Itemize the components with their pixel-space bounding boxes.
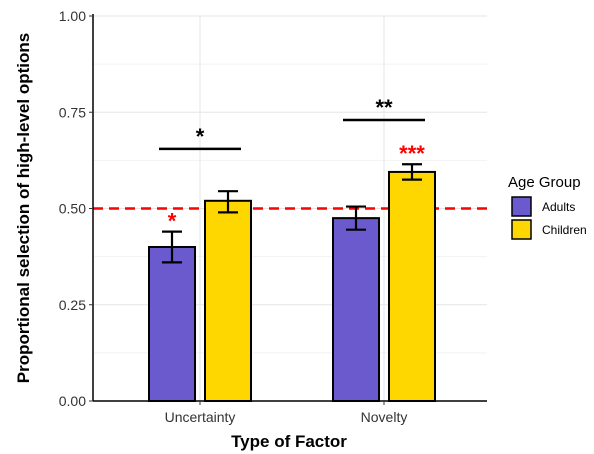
significance-marker: *	[168, 209, 177, 234]
legend-label: Adults	[542, 200, 575, 214]
comparison-label: **	[375, 95, 393, 120]
bars-group	[148, 170, 436, 402]
x-axis-title: Type of Factor	[231, 432, 347, 451]
legend-label: Children	[542, 223, 587, 237]
x-tick-label: Novelty	[361, 409, 408, 425]
axes-group	[92, 14, 487, 402]
bar	[388, 170, 436, 402]
legend-swatch	[511, 196, 532, 217]
legend: Age Group Adults Children	[508, 174, 587, 240]
y-tick-label: 0.50	[59, 201, 86, 217]
bar	[332, 217, 380, 402]
x-tick-label: Uncertainty	[165, 409, 236, 425]
bar	[204, 199, 252, 402]
y-tick-label: 0.75	[59, 104, 86, 120]
y-tick-label: 0.25	[59, 297, 86, 313]
significance-group: *******	[159, 95, 425, 234]
tick-labels-group: 0.00 0.25 0.50 0.75 1.00 Uncertainty Novelty	[59, 8, 408, 425]
error-bars-group	[162, 163, 422, 264]
bar	[148, 246, 196, 402]
y-axis-title: Proportional selection of high-level opt…	[14, 33, 33, 383]
y-tick-label: 0.00	[59, 393, 86, 409]
legend-swatch	[511, 219, 532, 240]
legend-title: Age Group	[508, 174, 581, 191]
comparison-label: *	[196, 124, 205, 149]
significance-marker: ***	[399, 141, 425, 166]
y-tick-label: 1.00	[59, 8, 86, 24]
